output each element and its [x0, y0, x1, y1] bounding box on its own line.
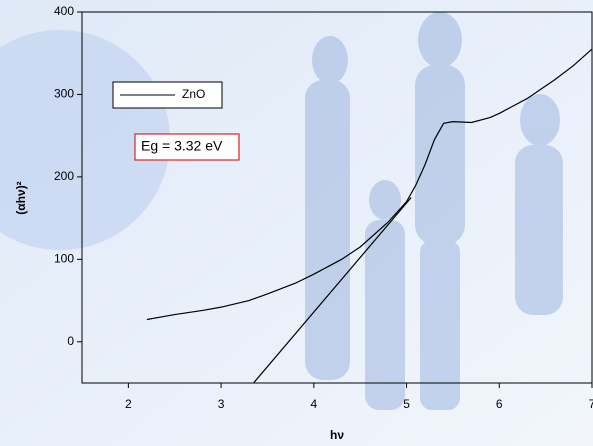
- y-tick-label: 0: [67, 334, 74, 348]
- y-tick-label: 300: [54, 87, 74, 101]
- x-tick-label: 2: [125, 397, 132, 411]
- chart: ZnO Eg = 3.32 eV hν (αhν)² 2 3 4 5 6 7 0 100 200…: [0, 0, 593, 446]
- annotation: Eg = 3.32 eV: [141, 138, 223, 154]
- y-tick-label: 200: [54, 169, 74, 183]
- x-tick-label: 6: [496, 397, 503, 411]
- y-axis-label: (αhν)²: [14, 181, 28, 214]
- x-tick-label: 5: [403, 397, 410, 411]
- x-tick-label: 3: [218, 397, 225, 411]
- x-axis-label: hν: [330, 428, 344, 442]
- y-tick-label: 400: [54, 4, 74, 18]
- y-tick-label: 100: [54, 252, 74, 266]
- legend-label: ZnO: [182, 87, 205, 101]
- x-tick-label: 7: [589, 397, 593, 411]
- x-tick-label: 4: [310, 397, 317, 411]
